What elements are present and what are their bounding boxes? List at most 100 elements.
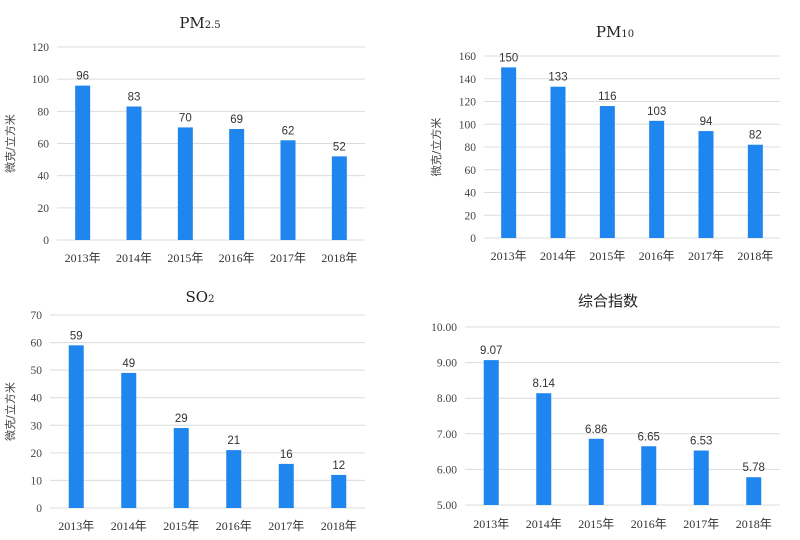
y-tick-label: 60 bbox=[38, 139, 50, 151]
chart-panel: PM10020406080100120140160微克/立方米1502013年1… bbox=[429, 23, 780, 263]
bar-value-label: 8.14 bbox=[533, 378, 556, 390]
bar-value-label: 133 bbox=[548, 72, 567, 84]
y-tick-label: 80 bbox=[38, 106, 50, 118]
bar bbox=[226, 450, 242, 508]
bar-value-label: 6.86 bbox=[585, 424, 607, 436]
y-axis-label: 微克/立方米 bbox=[3, 114, 17, 173]
bar bbox=[75, 85, 91, 240]
bar-value-label: 9.07 bbox=[480, 345, 502, 357]
y-tick-label: 100 bbox=[459, 119, 477, 131]
bar bbox=[278, 463, 294, 508]
y-tick-label: 70 bbox=[31, 310, 43, 322]
y-tick-label: 6.00 bbox=[437, 464, 457, 476]
x-category-label: 2014年 bbox=[540, 249, 576, 263]
y-tick-label: 7.00 bbox=[437, 429, 457, 441]
x-category-label: 2016年 bbox=[219, 251, 255, 265]
x-category-label: 2014年 bbox=[526, 517, 562, 531]
x-category-label: 2015年 bbox=[578, 517, 614, 531]
bar bbox=[747, 144, 763, 238]
x-category-label: 2018年 bbox=[737, 249, 773, 263]
y-tick-label: 60 bbox=[31, 338, 43, 350]
bar-value-label: 96 bbox=[76, 71, 89, 83]
bar-value-label: 103 bbox=[647, 106, 666, 118]
y-axis-label: 微克/立方米 bbox=[3, 382, 17, 441]
bar-value-label: 6.65 bbox=[638, 431, 660, 443]
bar bbox=[483, 360, 499, 505]
y-tick-label: 20 bbox=[465, 210, 477, 222]
y-tick-label: 20 bbox=[31, 448, 43, 460]
chart-title-main: PM bbox=[179, 14, 204, 32]
x-category-label: 2015年 bbox=[589, 249, 625, 263]
bar bbox=[501, 67, 517, 238]
bar-value-label: 21 bbox=[227, 435, 240, 447]
y-tick-label: 20 bbox=[38, 203, 50, 215]
chart-title: SO2 bbox=[186, 288, 215, 306]
y-tick-label: 50 bbox=[31, 365, 43, 377]
y-tick-label: 10.00 bbox=[431, 322, 457, 334]
bar-value-label: 52 bbox=[333, 141, 346, 153]
x-category-label: 2017年 bbox=[268, 519, 304, 533]
chart-title-main: PM bbox=[596, 23, 621, 41]
chart-title-subscript: 2.5 bbox=[205, 20, 221, 31]
x-category-label: 2013年 bbox=[65, 251, 101, 265]
bar-value-label: 6.53 bbox=[690, 436, 712, 448]
y-tick-label: 0 bbox=[43, 235, 49, 247]
y-axis-label: 微克/立方米 bbox=[429, 118, 443, 177]
bar-value-label: 70 bbox=[179, 112, 192, 124]
x-category-label: 2016年 bbox=[631, 517, 667, 531]
x-category-label: 2014年 bbox=[111, 519, 147, 533]
chart-title: PM10 bbox=[596, 23, 634, 41]
bar-value-label: 116 bbox=[598, 91, 616, 103]
y-tick-label: 120 bbox=[459, 97, 477, 109]
bar bbox=[177, 127, 193, 240]
chart-title: 综合指数 bbox=[578, 292, 638, 310]
chart-panel: SO2010203040506070微克/立方米592013年492014年29… bbox=[3, 288, 365, 533]
y-tick-label: 60 bbox=[465, 165, 477, 177]
bar bbox=[331, 474, 347, 508]
x-category-label: 2015年 bbox=[167, 251, 203, 265]
y-tick-label: 40 bbox=[31, 393, 43, 405]
bar bbox=[698, 131, 714, 238]
bar-value-label: 150 bbox=[499, 52, 518, 64]
x-category-label: 2018年 bbox=[321, 251, 357, 265]
x-category-label: 2013年 bbox=[58, 519, 94, 533]
bar-value-label: 94 bbox=[700, 116, 713, 128]
chart-title-subscript: 2 bbox=[208, 294, 214, 305]
x-category-label: 2016年 bbox=[216, 519, 252, 533]
x-category-label: 2017年 bbox=[683, 517, 719, 531]
y-tick-label: 30 bbox=[31, 420, 43, 432]
bar bbox=[649, 120, 665, 238]
x-category-label: 2015年 bbox=[163, 519, 199, 533]
x-category-label: 2018年 bbox=[736, 517, 772, 531]
y-tick-label: 40 bbox=[465, 188, 477, 200]
y-tick-label: 5.00 bbox=[437, 500, 457, 512]
bar-value-label: 83 bbox=[128, 92, 141, 104]
chart-title-main: 综合指数 bbox=[578, 292, 638, 310]
bar bbox=[588, 438, 604, 505]
chart-panel: PM2.5 0 20 40 60 80 100 120 微克/立方米 96 2013年 83 2014年… bbox=[3, 14, 365, 265]
x-category-label: 2013年 bbox=[491, 249, 527, 263]
x-category-label: 2018年 bbox=[321, 519, 357, 533]
bar bbox=[536, 393, 552, 505]
x-category-label: 2016年 bbox=[639, 249, 675, 263]
bar-value-label: 59 bbox=[70, 330, 83, 342]
bar bbox=[331, 156, 347, 240]
y-tick-label: 40 bbox=[38, 171, 50, 183]
bar bbox=[746, 477, 762, 505]
x-category-label: 2013年 bbox=[473, 517, 509, 531]
bar-value-label: 62 bbox=[282, 125, 295, 137]
bar bbox=[229, 129, 245, 240]
bar-value-label: 5.78 bbox=[743, 462, 765, 474]
x-category-label: 2017年 bbox=[270, 251, 306, 265]
chart-title: PM2.5 bbox=[179, 14, 220, 32]
y-tick-label: 0 bbox=[470, 233, 476, 245]
bar bbox=[550, 86, 566, 239]
bar bbox=[280, 140, 296, 240]
chart-title-main: SO bbox=[186, 288, 209, 306]
bar-value-label: 82 bbox=[749, 130, 762, 142]
bar bbox=[173, 428, 189, 508]
bar-value-label: 69 bbox=[230, 114, 243, 126]
bar bbox=[126, 106, 142, 240]
chart-panel: 综合指数 5.00 6.00 7.00 8.00 9.00 10.00 9.07 2013年 8.… bbox=[431, 292, 780, 531]
